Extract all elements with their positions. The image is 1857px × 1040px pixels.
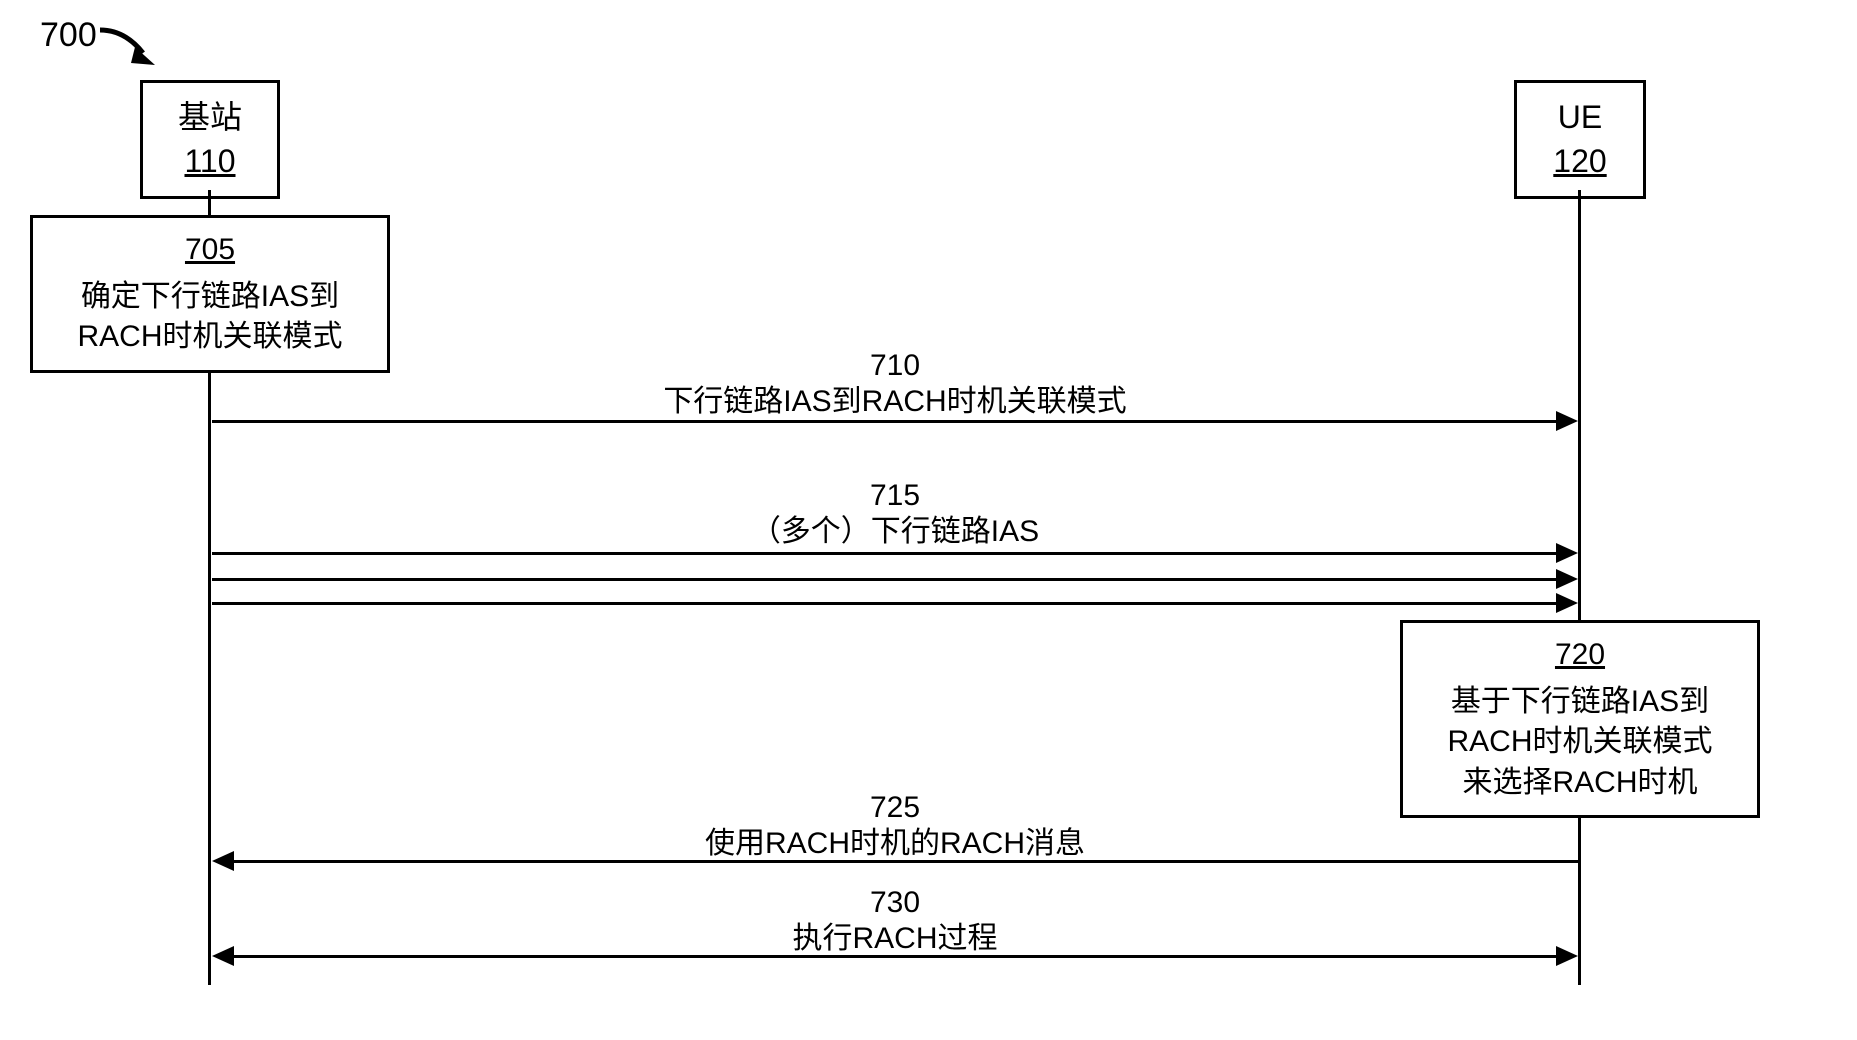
- process-box-705: 705 确定下行链路IAS到 RACH时机关联模式: [30, 215, 390, 373]
- message-715-text: （多个）下行链路IAS: [751, 515, 1039, 548]
- actor-ue: UE 120: [1514, 80, 1646, 199]
- arrow-730-head-left-icon: [212, 946, 234, 966]
- message-725-text: 使用RACH时机的RACH消息: [705, 827, 1085, 860]
- arrow-710-head-icon: [1556, 411, 1578, 431]
- message-725-num: 725: [400, 790, 1390, 826]
- arrow-715c-head-icon: [1556, 593, 1578, 613]
- arrow-715a-head-icon: [1556, 543, 1578, 563]
- arrow-710: [212, 420, 1558, 423]
- figure-arrow-icon: [95, 25, 165, 75]
- lifeline-ue: [1578, 190, 1581, 985]
- box-705-text: 确定下行链路IAS到 RACH时机关联模式: [77, 280, 342, 354]
- process-box-720: 720 基于下行链路IAS到 RACH时机关联模式 来选择RACH时机: [1400, 620, 1760, 818]
- message-710-text: 下行链路IAS到RACH时机关联模式: [663, 385, 1126, 418]
- message-715-num: 715: [400, 478, 1390, 514]
- arrow-715c: [212, 602, 1558, 605]
- box-720-text: 基于下行链路IAS到 RACH时机关联模式 来选择RACH时机: [1447, 685, 1712, 799]
- message-730-label: 730 执行RACH过程: [400, 885, 1390, 957]
- message-730-text: 执行RACH过程: [792, 922, 997, 955]
- box-720-id: 720: [1419, 635, 1741, 676]
- message-715-label: 715 （多个）下行链路IAS: [400, 478, 1390, 550]
- message-710-num: 710: [400, 348, 1390, 384]
- sequence-diagram: 700 基站 110 UE 120 705 确定下行链路IAS到 RACH时机关…: [0, 0, 1857, 1040]
- actor-bs-id: 110: [161, 141, 259, 183]
- actor-bs-title: 基站: [178, 99, 242, 135]
- arrow-715b: [212, 578, 1558, 581]
- arrow-715b-head-icon: [1556, 569, 1578, 589]
- message-730-num: 730: [400, 885, 1390, 921]
- arrow-730: [232, 955, 1558, 958]
- arrow-730-head-right-icon: [1556, 946, 1578, 966]
- arrow-715a: [212, 552, 1558, 555]
- actor-base-station: 基站 110: [140, 80, 280, 199]
- message-710-label: 710 下行链路IAS到RACH时机关联模式: [400, 348, 1390, 420]
- arrow-725: [232, 860, 1578, 863]
- message-725-label: 725 使用RACH时机的RACH消息: [400, 790, 1390, 862]
- actor-ue-title: UE: [1558, 99, 1602, 135]
- actor-ue-id: 120: [1535, 141, 1625, 183]
- figure-number: 700: [40, 16, 97, 55]
- box-705-id: 705: [49, 230, 371, 271]
- arrow-725-head-icon: [212, 851, 234, 871]
